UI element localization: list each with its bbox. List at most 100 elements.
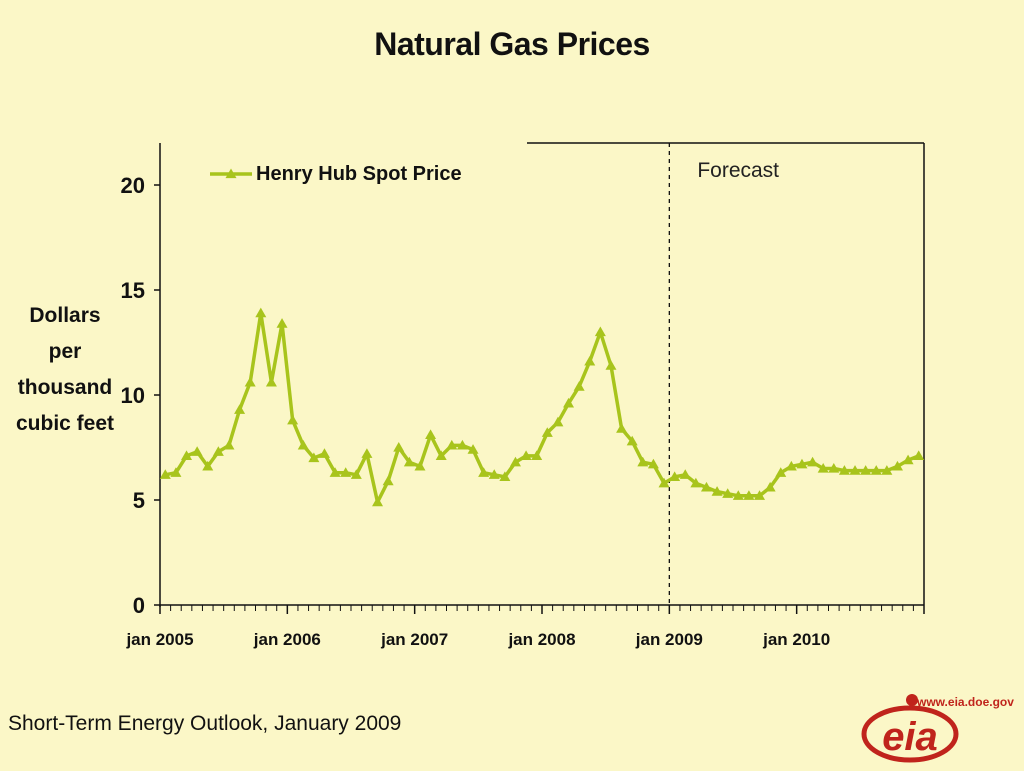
data-point [265,376,277,387]
data-point [573,381,585,391]
data-point [690,477,702,488]
x-tick-label: jan 2010 [762,630,830,649]
data-point [509,456,521,467]
eia-logo: eia [861,694,959,763]
data-point [616,423,628,433]
data-point [478,467,490,477]
data-point [255,307,267,318]
data-point [796,458,808,469]
data-point [754,490,766,500]
data-point [456,439,468,450]
data-point [722,488,734,498]
logo-dot [906,694,918,706]
data-point [700,481,712,492]
data-point [170,467,182,477]
data-point [446,439,458,450]
chart-title: Natural Gas Prices [374,26,650,62]
data-point [584,355,596,366]
data-point [276,318,288,328]
data-point [488,469,500,479]
data-point [467,444,479,454]
y-tick-label: 5 [133,488,145,513]
y-tick-label: 0 [133,593,145,618]
data-point [361,448,373,458]
data-point [297,439,309,450]
data-point [403,456,415,467]
data-point [849,465,861,475]
data-point [679,469,691,479]
data-point [308,452,320,463]
data-point [234,404,246,414]
y-tick-label: 20 [121,173,145,198]
y-axis-label-line: thousand [17,376,113,399]
data-point [817,463,829,473]
logo-swoosh [861,705,959,763]
y-tick-label: 15 [121,278,145,303]
data-point [520,450,532,461]
data-point [372,496,384,507]
source-note: Short-Term Energy Outlook, January 2009 [8,712,402,735]
data-point [414,460,426,471]
data-point [435,450,447,461]
data-point [223,439,235,450]
data-point [531,450,543,461]
y-axis-label: Dollars per thousand cubic feet [6,298,124,442]
data-point [212,446,224,456]
data-point [743,490,755,500]
data-point [329,467,341,477]
data-point [626,435,638,446]
data-point [191,446,203,456]
data-point [318,448,330,458]
y-tick-label: 10 [121,383,145,408]
data-point [350,469,362,479]
data-point [870,465,882,475]
data-point [711,486,723,496]
legend-entry: Henry Hub Spot Price [256,163,462,185]
data-point [860,465,872,475]
y-axis-label-line: Dollars [29,304,101,327]
data-point [732,490,744,500]
data-point [785,460,797,471]
data-point [807,456,819,467]
logo-url[interactable]: www.eia.doe.gov [917,695,1014,709]
data-point [340,467,352,477]
data-point [244,376,256,387]
data-point [425,429,437,440]
data-point [647,458,659,469]
forecast-label: Forecast [697,159,779,182]
data-point [563,397,575,408]
data-point [913,450,925,461]
x-tick-label: jan 2005 [125,630,193,649]
y-axis-label-line: cubic feet [15,412,115,435]
data-point [838,465,850,475]
data-point [382,475,394,486]
data-point [828,463,840,473]
data-point [637,456,649,467]
data-point [202,460,214,471]
data-point [881,465,893,475]
series-line [164,311,920,504]
data-point [499,471,511,482]
data-point [594,326,606,337]
legend-swatch-marker [225,168,237,179]
data-point [181,450,193,461]
data-point [393,442,405,452]
data-point [658,477,670,488]
logo-text: eia [882,715,938,759]
data-point [764,481,776,492]
data-point [775,467,787,477]
data-point [159,469,171,479]
data-point [541,427,553,437]
data-point [605,360,617,370]
x-tick-label: jan 2009 [635,630,703,649]
data-point [552,416,564,427]
x-tick-label: jan 2006 [253,630,321,649]
x-tick-label: jan 2008 [507,630,575,649]
data-point [669,471,681,482]
data-point [902,454,914,465]
data-point [891,460,903,471]
data-point [287,414,299,425]
x-tick-label: jan 2007 [380,630,448,649]
